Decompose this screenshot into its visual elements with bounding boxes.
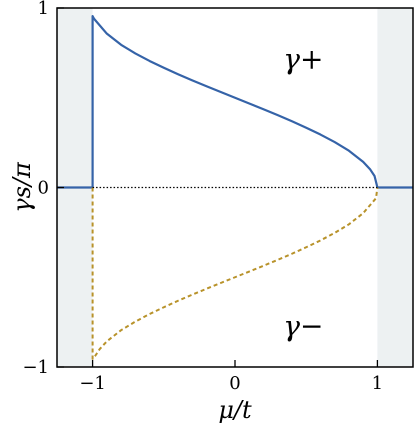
- labels: −1 0 1 −1 0 1 μ/t γs/π γ+ γ−: [8, 0, 383, 424]
- y-tick-label: 0: [38, 178, 49, 199]
- x-tick-label: 0: [229, 373, 240, 394]
- annotation-gamma-minus: γ−: [283, 310, 323, 343]
- x-tick-label: −1: [79, 373, 106, 394]
- axes: [56, 7, 414, 368]
- y-tick-label: 1: [38, 0, 49, 19]
- x-axis-label: μ/t: [218, 396, 252, 424]
- annotation-gamma-plus: γ+: [283, 42, 323, 75]
- y-axis-label: γs/π: [8, 161, 36, 213]
- series-gamma-plus: [57, 14, 413, 189]
- series-layer: [57, 14, 413, 360]
- series-gamma-minus: [91, 187, 379, 360]
- y-tick-label: −1: [22, 357, 49, 378]
- x-tick-label: 1: [372, 373, 383, 394]
